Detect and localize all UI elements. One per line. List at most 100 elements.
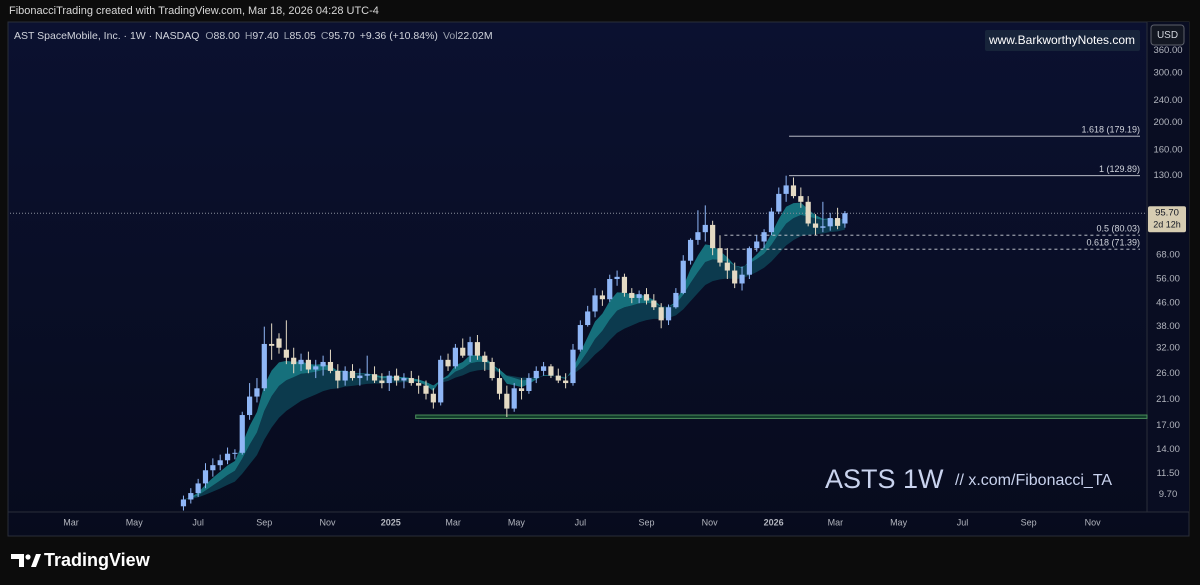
price-tag — [1148, 206, 1186, 233]
y-tick-label: 240.00 — [1153, 95, 1182, 106]
candle-body — [739, 274, 745, 284]
logo-shape — [31, 554, 41, 567]
y-tick-label: 200.00 — [1153, 117, 1182, 128]
x-tick-label: Sep — [638, 517, 654, 527]
plot: 9.70 11.50 14.00 17.00 21.00 26.00 32.00 38.00 4… — [10, 45, 1186, 527]
candle-body — [430, 393, 436, 403]
candle-body — [783, 185, 789, 194]
candle-body — [761, 232, 767, 242]
y-tick-label: 11.50 — [1156, 468, 1179, 479]
brand: TradingView — [44, 550, 151, 570]
legend-change: +9.36 (+10.84%) — [360, 30, 438, 42]
x-tick-label: May — [126, 517, 144, 527]
currency-button[interactable] — [1150, 24, 1185, 46]
candle-body — [776, 193, 782, 212]
candle-body — [526, 378, 532, 391]
candle-body — [585, 311, 591, 326]
candle-body — [496, 378, 503, 394]
support-zone — [415, 414, 1148, 419]
symbol: AST SpaceMobile, Inc. · 1W · NASDAQ — [14, 30, 199, 42]
candle-body — [695, 232, 701, 240]
logo-shape — [25, 554, 31, 560]
y-tick-label: 26.00 — [1156, 368, 1180, 379]
candle-body — [563, 380, 569, 384]
candle-body — [460, 347, 466, 356]
candle-body — [651, 300, 657, 308]
candle-body — [452, 347, 458, 367]
fib-label: 0.5 (80.03) — [1096, 224, 1140, 234]
candle-body — [416, 383, 422, 386]
candle-body — [474, 342, 481, 356]
x-tick-label: 2025 — [381, 517, 401, 527]
candle-body — [798, 196, 804, 202]
x-tick-label: May — [890, 517, 908, 527]
candle-body — [805, 201, 811, 224]
candle-body — [247, 396, 253, 416]
candle-body — [438, 359, 444, 403]
x-tick-label: Mar — [828, 517, 844, 527]
candle-body — [754, 241, 760, 249]
y-tick-label: 160.00 — [1153, 145, 1182, 156]
candle-body — [423, 385, 429, 394]
candle-body — [276, 338, 282, 348]
x-tick-label: Nov — [319, 517, 336, 527]
y-tick-label: 38.00 — [1156, 321, 1180, 332]
chart-panel — [7, 21, 1190, 537]
candle-body — [210, 465, 216, 471]
candle-body — [702, 224, 708, 233]
candle-body — [599, 295, 605, 300]
y-tick-label: 360.00 — [1153, 45, 1182, 56]
legend-value: 97.40 — [252, 30, 278, 42]
y-tick-label: 14.00 — [1156, 444, 1180, 455]
legend-value: 88.00 — [214, 30, 240, 42]
candle-body — [592, 295, 598, 312]
candle-body — [401, 378, 407, 381]
candle-body — [607, 279, 613, 300]
annotation-handle: // x.com/Fibonacci_TA — [955, 472, 1112, 489]
candle-body — [305, 359, 311, 370]
legend-value: 95.70 — [328, 30, 354, 42]
candle-body — [335, 370, 341, 381]
y-tick-label: 56.00 — [1156, 274, 1180, 285]
currency[interactable]: USD — [1157, 30, 1178, 41]
candle-body — [408, 378, 414, 384]
legend-value: 85.05 — [290, 30, 316, 42]
candle-body — [577, 325, 583, 350]
x-tick-label: Sep — [256, 517, 272, 527]
credit: FibonacciTrading created with TradingVie… — [9, 5, 379, 17]
fib-label: 0.618 (71.39) — [1086, 238, 1140, 248]
candle-body — [379, 380, 385, 384]
watermark-box — [985, 30, 1140, 51]
candle-body — [254, 388, 260, 397]
candle-body — [636, 294, 642, 298]
y-tick-label: 9.70 — [1159, 489, 1178, 500]
candle-body — [445, 359, 451, 367]
legend-key: L — [284, 30, 290, 42]
x-tick-label: Mar — [63, 517, 79, 527]
y-tick-label: 300.00 — [1153, 67, 1182, 78]
candle-body — [540, 366, 547, 371]
candle-body — [291, 357, 297, 365]
candle-body — [342, 370, 348, 381]
y-tick-label: 68.00 — [1156, 250, 1180, 261]
candle-body — [812, 223, 819, 228]
watermark: www.BarkworthyNotes.com — [988, 33, 1135, 47]
candle-body — [614, 276, 620, 280]
candle-body — [393, 375, 400, 381]
candle-body — [298, 359, 304, 365]
candle-body — [732, 270, 738, 284]
candle-body — [827, 218, 833, 227]
price-axis — [1147, 22, 1189, 512]
y-tick-label: 130.00 — [1153, 170, 1182, 181]
candle-body — [349, 370, 356, 379]
candle-body — [518, 388, 525, 391]
x-tick-label: Jul — [192, 517, 204, 527]
y-tick-label: 17.00 — [1156, 420, 1180, 431]
candle-body — [467, 342, 473, 356]
brand-logo — [11, 554, 41, 567]
y-tick-label: 21.00 — [1156, 394, 1180, 405]
candle-body — [261, 343, 267, 389]
